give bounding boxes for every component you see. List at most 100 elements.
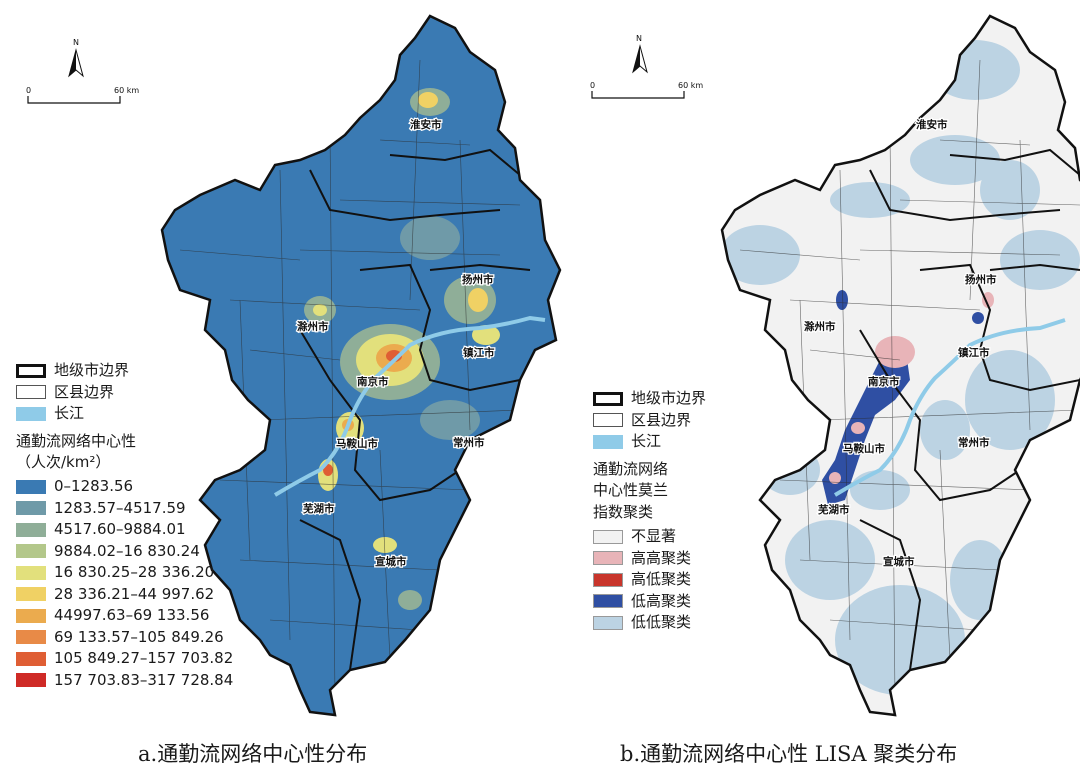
scale-start: 0 [26,86,31,95]
legend-title-line: 通勤流网络 [593,459,669,478]
city-label-changzhou: 常州市 [453,436,485,449]
legend-swatch [16,608,46,623]
legend-classes: 0–1283.56 1283.57–4517.59 4517.60–9884.01 9… [16,476,233,691]
cluster-low-high [836,290,848,310]
city-label-zhenjiang: 镇江市 [463,346,495,359]
legend-county-boundary: 区县边界 [593,410,706,432]
legend-class-label: 105 849.27–157 703.82 [54,649,234,668]
legend-class-item: 0–1283.56 [16,476,233,498]
north-label: N [636,34,642,43]
legend-class-item: 28 336.21–44 997.62 [16,584,233,606]
legend-class-item: 9884.02–16 830.24 [16,541,233,563]
map-b-north-arrow: N [632,34,648,74]
hotspot [420,400,480,440]
map-a-county-boundaries [179,59,521,701]
map-a-river [273,315,546,497]
map-a-caption: a.通勤流网络中心性分布 [138,742,368,766]
legend-swatch [16,673,46,688]
city-label-huaian: 淮安市 [916,118,948,131]
cluster-low-high [822,345,910,505]
north-label: N [73,38,79,47]
legend-class-item: 44997.63–69 133.56 [16,605,233,627]
legend-class-label: 157 703.83–317 728.84 [54,670,234,689]
cluster-low-low [980,160,1040,220]
legend-label: 区县边界 [54,382,115,401]
legend-class-item: 16 830.25–28 336.20 [16,562,233,584]
legend-swatch [16,522,46,537]
map-b-caption: b.通勤流网络中心性 LISA 聚类分布 [620,742,958,766]
legend-title: 通勤流网络中心性 （人次/km²） [16,431,233,475]
legend-title-line: 指数聚类 [593,503,654,521]
legend-label: 长江 [631,432,662,451]
city-label-yangzhou: 扬州市 [965,273,997,286]
legend-class-item: 不显著 [593,526,706,548]
legend-title-line: 中心性莫兰 [593,481,669,500]
cluster-low-low [950,540,1010,620]
legend-class-label: 高低聚类 [631,570,692,588]
legend-class-label: 0–1283.56 [54,477,134,496]
map-b-river [833,318,1066,497]
legend-swatch [16,479,46,494]
hotspot [400,216,460,260]
legend-class-item: 高低聚类 [593,569,706,591]
cluster-high-high [851,422,865,434]
legend-classes: 不显著高高聚类高低聚类低高聚类低低聚类 [593,526,706,634]
legend-city-boundary: 地级市边界 [593,388,706,410]
legend-swatch [593,551,623,565]
legend-swatch [16,565,46,580]
legend-title-line: （人次/km²） [16,453,111,472]
map-a-north-arrow: N [68,38,84,78]
legend-class-label: 16 830.25–28 336.20 [54,563,215,582]
river-swatch [593,434,623,449]
hotspot [373,537,397,553]
legend-swatch [16,501,46,516]
legend-class-label: 69 133.57–105 849.26 [54,627,224,646]
legend-class-label: 44997.63–69 133.56 [54,606,210,625]
city-boundary-swatch [16,363,46,378]
scale-end: 60 km [114,86,139,95]
city-label-wuhu: 芜湖市 [818,503,850,516]
legend-class-label: 不显著 [631,527,677,545]
city-label-xuancheng: 宣城市 [375,555,407,568]
city-label-zhenjiang: 镇江市 [958,346,990,359]
scale-start: 0 [590,81,595,90]
legend-swatch [593,594,623,608]
city-label-xuancheng: 宣城市 [883,555,915,568]
legend-swatch [593,572,623,587]
city-label-chuzhou: 滁州市 [297,320,329,333]
city-label-maanshan: 马鞍山市 [843,442,885,455]
scale-end: 60 km [678,81,703,90]
map-b-city-boundaries [859,148,1080,671]
legend-swatch [16,630,46,645]
scale-bar [591,91,685,99]
legend-class-item: 低低聚类 [593,612,706,634]
map-b-county-boundaries [739,59,1080,701]
legend-class-label: 高高聚类 [631,548,692,567]
county-boundary-swatch [593,413,623,428]
map-a: 淮安市 扬州市 滁州市 镇江市 南京市 马鞍山市 常州市 芜湖市 宣城市 N 0… [26,14,562,717]
county-boundary-swatch [16,385,46,400]
legend-class-label: 低高聚类 [631,591,692,610]
cluster-low-high [915,85,935,105]
cluster-high-high [982,292,994,308]
cluster-low-low [910,135,1000,185]
cluster-low-low [785,520,875,600]
hotspot [418,92,438,108]
cluster-low-low [920,400,970,460]
map-a-city-labels: 淮安市 扬州市 滁州市 镇江市 南京市 马鞍山市 常州市 芜湖市 宣城市 [296,117,496,570]
river-swatch [16,406,46,421]
city-label-wuhu: 芜湖市 [303,502,335,515]
city-label-changzhou: 常州市 [958,436,990,449]
map-b-city-labels: 淮安市 扬州市 滁州市 镇江市 南京市 马鞍山市 常州市 芜湖市 宣城市 [803,117,998,570]
hotspot [468,288,488,312]
legend-class-label: 9884.02–16 830.24 [54,541,200,560]
legend-class-item: 105 849.27–157 703.82 [16,648,233,670]
legend-class-item: 157 703.83–317 728.84 [16,670,233,692]
legend-swatch [16,587,46,602]
city-label-nanjing: 南京市 [868,375,900,388]
city-label-yangzhou: 扬州市 [462,273,494,286]
city-label-nanjing: 南京市 [357,375,389,388]
legend-swatch [593,529,623,544]
map-a-legend: 地级市边界 区县边界 长江 通勤流网络中心性 （人次/km²） 0–1283.5… [16,360,233,691]
